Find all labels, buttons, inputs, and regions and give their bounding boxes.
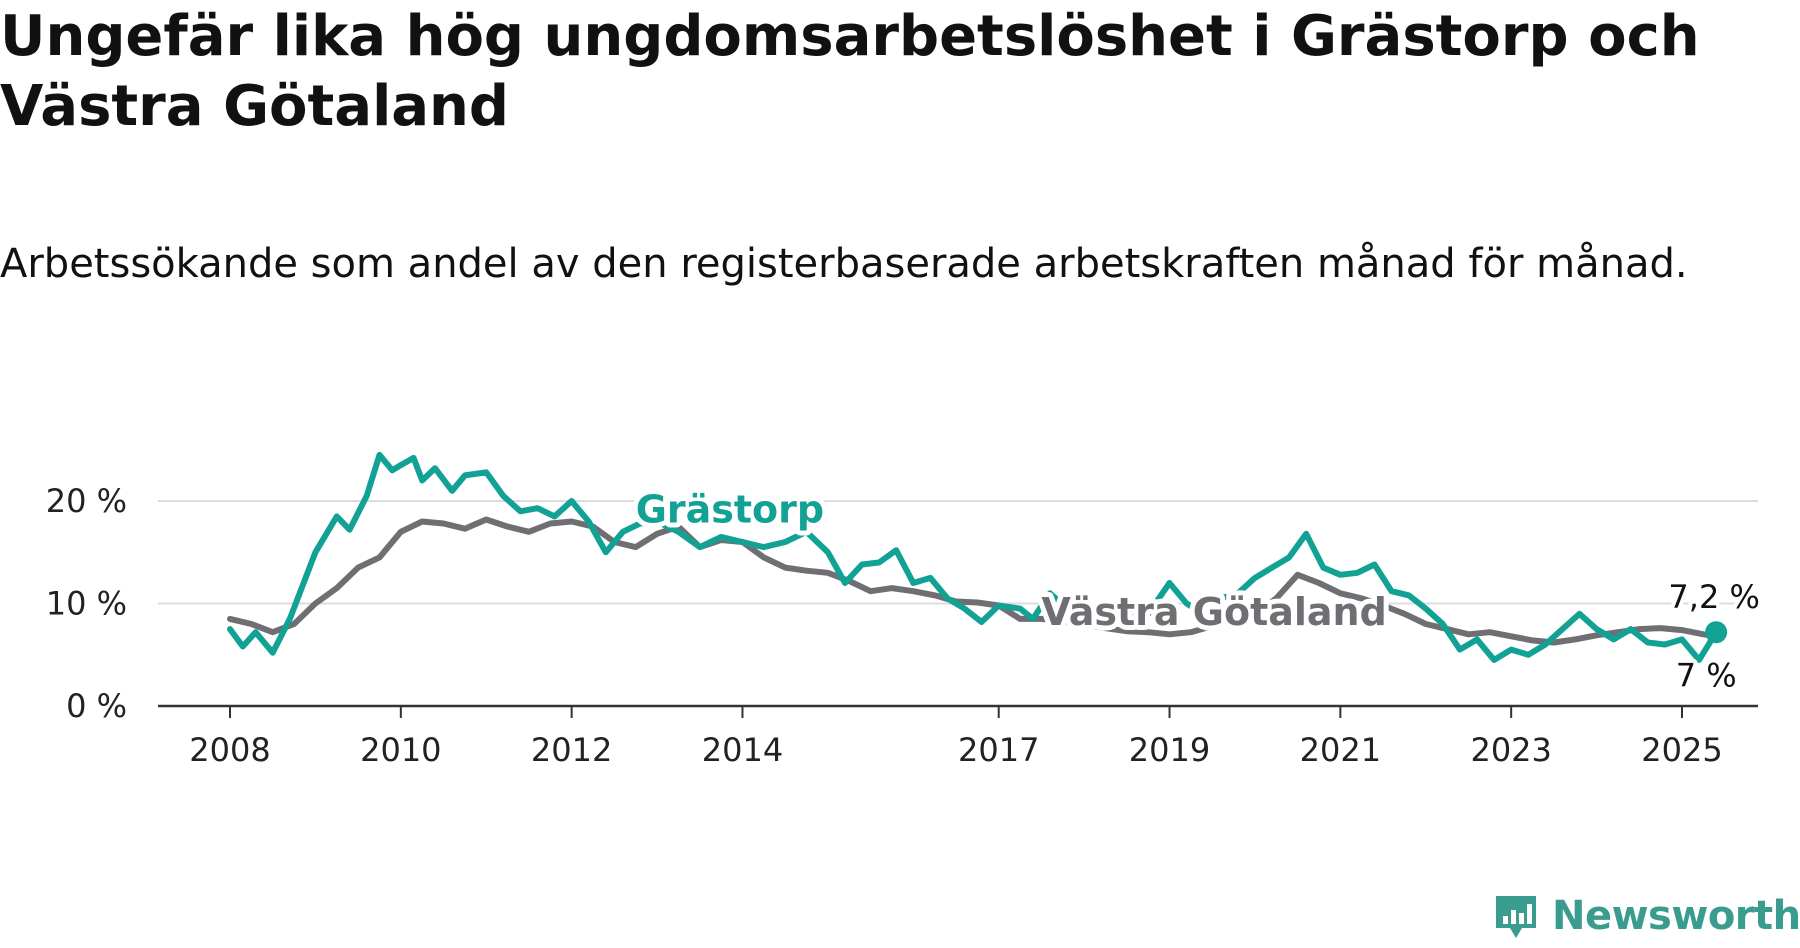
end-value-label: 7 % (1676, 656, 1737, 694)
x-tick-label: 2012 (531, 731, 612, 769)
end-value-label: 7,2 % (1668, 578, 1759, 616)
x-tick-label: 2010 (360, 731, 441, 769)
end-point-marker (1705, 621, 1728, 644)
x-tick-label: 2023 (1470, 731, 1551, 769)
grid-lines (158, 500, 1758, 605)
x-tick-label: 2021 (1300, 731, 1381, 769)
series-label-västra-götaland: Västra Götaland (1041, 590, 1386, 634)
series-line-västra-götaland (227, 516, 1720, 646)
axes: 0 % 10 % 20 % 2008 2010 2012 2014 2017 2019 2021 2… (46, 482, 1758, 769)
x-tick-label: 2019 (1129, 731, 1210, 769)
series-line-grästorp (227, 451, 1720, 663)
newsworthy-logo: Newsworthy (1492, 888, 1800, 944)
y-tick-label: 0 % (66, 687, 127, 725)
series-labels: Västra Götaland 7 % Grästorp 7,2 % (631, 483, 1764, 699)
y-tick-label: 20 % (46, 482, 127, 520)
chart-subtitle: Arbetssökande som andel av den registerb… (0, 241, 1688, 287)
x-tick-label: 2017 (958, 731, 1039, 769)
series-lines (227, 451, 1720, 663)
x-tick-label: 2014 (702, 731, 783, 769)
y-tick-label: 10 % (46, 585, 127, 623)
chart-title: Ungefär lika hög ungdomsarbetslöshet i G… (0, 4, 1700, 139)
newsworthy-logo-text: Newsworthy (1552, 893, 1800, 939)
x-tick-label: 2025 (1641, 731, 1722, 769)
x-tick-label: 2008 (189, 731, 270, 769)
series-label-grästorp: Grästorp (636, 488, 824, 532)
newsworthy-logo-icon (1496, 896, 1536, 938)
